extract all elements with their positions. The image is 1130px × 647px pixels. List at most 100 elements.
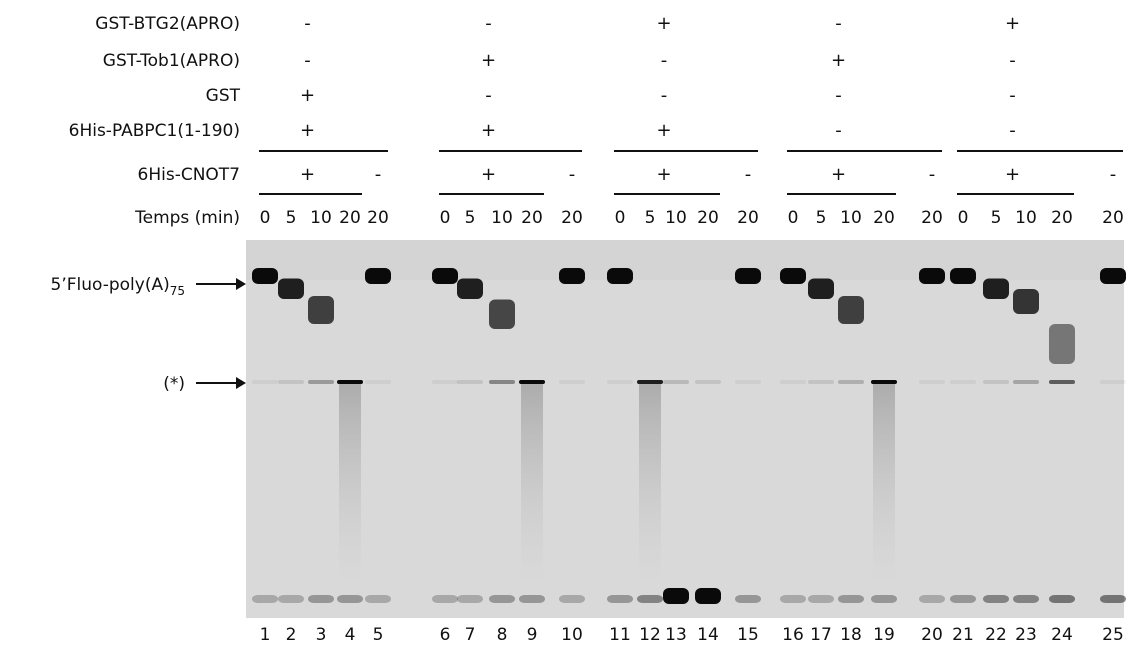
lane-8-product-band	[489, 380, 515, 384]
lane-20-bottom-band	[919, 595, 945, 603]
lane-12	[637, 380, 663, 603]
lane-17-bottom-band	[808, 595, 834, 603]
lane-9-smear	[521, 384, 543, 584]
time-point-lane-9: 20	[521, 208, 543, 228]
lane-number-14: 14	[697, 625, 719, 645]
time-point-lane-5: 20	[367, 208, 389, 228]
lane-1	[252, 268, 278, 603]
time-point-lane-12: 5	[645, 208, 656, 228]
lane-10-substrate-band	[559, 268, 585, 284]
lane-20-substrate-band	[919, 268, 945, 284]
lane-8	[489, 299, 515, 603]
lane-7	[457, 278, 483, 603]
group-5-cnot7-with-symbol: +	[1005, 164, 1020, 185]
group-2-pabpc1-symbol: +	[481, 120, 496, 141]
lane-5-substrate-band	[365, 268, 391, 284]
time-point-lane-4: 20	[339, 208, 361, 228]
lane-17-substrate-band	[808, 278, 834, 299]
lane-3-product-band	[308, 380, 334, 384]
lane-14-product-band	[695, 380, 721, 384]
gel-background	[246, 240, 1124, 618]
lane-16	[780, 268, 806, 603]
lane-number-9: 9	[527, 625, 538, 645]
lane-4-bottom-band	[337, 595, 363, 603]
lane-number-15: 15	[737, 625, 759, 645]
lane-numbers: 1 2 3 4 5 6 7 8 9 10 11 12 13 14 15 16 17 18 19 20 21 22 23 24 2…	[260, 625, 1124, 645]
lane-10-product-band	[559, 380, 585, 384]
lane-4-smear	[339, 384, 361, 584]
group-5-btg2-symbol: +	[1005, 13, 1020, 34]
time-point-lane-24: 20	[1051, 208, 1073, 228]
group-3-gst-symbol: -	[661, 85, 668, 106]
group-1-btg2-symbol: -	[304, 13, 311, 34]
lane-18-substrate-band	[838, 296, 864, 324]
row-label-time: Temps (min)	[134, 208, 240, 228]
lane-22	[983, 278, 1009, 603]
lane-23-bottom-band	[1013, 595, 1039, 603]
time-point-lane-20: 20	[921, 208, 943, 228]
time-point-lane-3: 10	[310, 208, 332, 228]
lane-15-substrate-band	[735, 268, 761, 284]
group-2-gst-symbol: -	[485, 85, 492, 106]
lane-25	[1100, 268, 1126, 603]
lane-5-bottom-band	[365, 595, 391, 603]
lane-21-bottom-band	[950, 595, 976, 603]
lane-5-product-band	[365, 380, 391, 384]
lane-5	[365, 268, 391, 603]
lane-21-product-band	[950, 380, 976, 384]
lane-11-product-band	[607, 380, 633, 384]
lane-9-bottom-band	[519, 595, 545, 603]
lane-3-bottom-band	[308, 595, 334, 603]
group-4-cnot7-without-symbol: -	[929, 164, 936, 185]
lane-6-substrate-band	[432, 268, 458, 284]
group-1-tob1-symbol: -	[304, 50, 311, 71]
lane-21	[950, 268, 976, 603]
group-4-pabpc1-symbol: -	[835, 120, 842, 141]
lane-number-16: 16	[782, 625, 804, 645]
lane-20	[919, 268, 945, 603]
lane-22-substrate-band	[983, 278, 1009, 299]
time-point-lane-7: 5	[465, 208, 476, 228]
lane-18-product-band	[838, 380, 864, 384]
lane-12-product-band	[637, 380, 663, 384]
lane-1-product-band	[252, 380, 278, 384]
time-point-lane-11: 0	[615, 208, 626, 228]
lane-25-substrate-band	[1100, 268, 1126, 284]
lane-12-bottom-band	[637, 595, 663, 603]
lane-23-product-band	[1013, 380, 1039, 384]
lane-10-bottom-band	[559, 595, 585, 603]
lane-19-product-band	[871, 380, 897, 384]
lane-9	[519, 380, 545, 603]
lane-16-substrate-band	[780, 268, 806, 284]
lane-14	[695, 380, 721, 604]
lane-number-23: 23	[1015, 625, 1037, 645]
lane-13-product-band	[663, 380, 689, 384]
time-point-lane-2: 5	[286, 208, 297, 228]
lane-19	[871, 380, 897, 603]
row-label-cnot7: 6His-CNOT7	[138, 165, 240, 185]
time-point-lane-23: 10	[1015, 208, 1037, 228]
group-4-gst-symbol: -	[835, 85, 842, 106]
lane-number-13: 13	[665, 625, 687, 645]
lane-24-product-band	[1049, 380, 1075, 384]
time-point-lane-15: 20	[737, 208, 759, 228]
group-4-tob1-symbol: +	[831, 50, 846, 71]
lane-7-bottom-band	[457, 595, 483, 603]
gel-top-shade	[246, 240, 1124, 280]
group-1-cnot7-without-symbol: -	[375, 164, 382, 185]
lane-14-bottom-band	[695, 588, 721, 604]
group-5-pabpc1-symbol: -	[1009, 120, 1016, 141]
lane-number-1: 1	[260, 625, 271, 645]
time-point-lane-18: 10	[840, 208, 862, 228]
lane-8-substrate-band	[489, 299, 515, 329]
lane-number-6: 6	[440, 625, 451, 645]
gel-image	[246, 240, 1126, 618]
lane-number-17: 17	[810, 625, 832, 645]
group-3-btg2-symbol: +	[656, 13, 671, 34]
product-arrow	[196, 377, 246, 389]
row-label-gst: GST	[206, 86, 241, 106]
lane-10	[559, 268, 585, 603]
group-1-gst-symbol: +	[300, 85, 315, 106]
lane-25-bottom-band	[1100, 595, 1126, 603]
lane-21-substrate-band	[950, 268, 976, 284]
